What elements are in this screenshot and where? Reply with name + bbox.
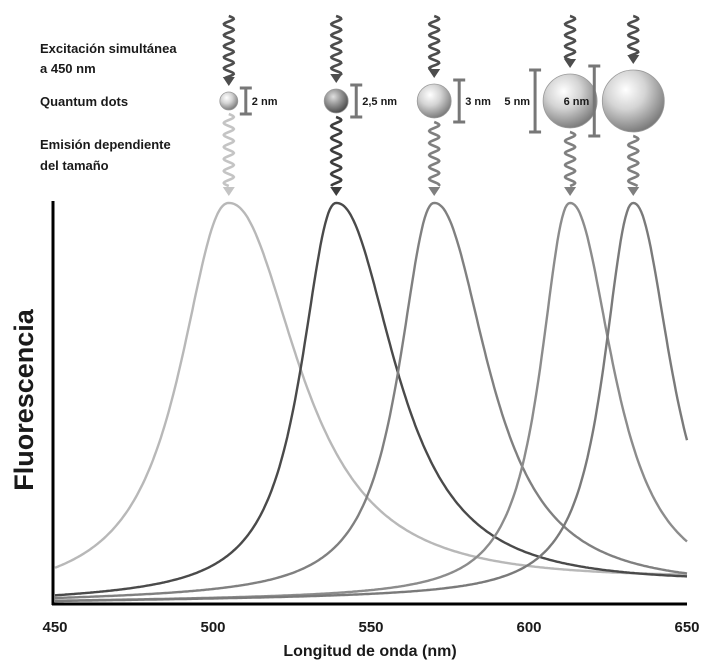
emission-curve-5	[55, 201, 689, 603]
dot-size-label: 2 nm	[252, 96, 278, 108]
emission-curves	[54, 201, 689, 603]
emission-label-line2: del tamaño	[40, 158, 109, 173]
y-axis-label: Fluorescencia	[9, 308, 39, 491]
dot-size-label: 5 nm	[504, 96, 530, 108]
x-tick-label: 500	[200, 619, 225, 636]
emission-curve-2	[54, 201, 688, 597]
quantum-dot-2: 2,5 nm	[323, 14, 397, 196]
emission-label-line1: Emisión dependiente	[40, 137, 171, 152]
x-tick-label: 650	[674, 619, 699, 636]
quantum-dots-illustration: 2 nm 2,5 nm 3 nm 5 nm 6 nm	[219, 14, 665, 196]
emission-curve-1	[54, 201, 687, 576]
quantum-dot-1: 2 nm	[219, 14, 278, 196]
x-tick-label: 450	[42, 619, 67, 636]
excitation-label-line2: a 450 nm	[40, 61, 96, 76]
emission-curve-3	[55, 201, 688, 600]
quantum-dot-4: 5 nm	[504, 14, 598, 196]
quantum-dot-3: 3 nm	[416, 14, 491, 196]
quantum-dot-5: 6 nm	[564, 14, 665, 196]
x-tick-label: 600	[516, 619, 541, 636]
dot-size-label: 6 nm	[564, 96, 590, 108]
excitation-label-line1: Excitación simultánea	[40, 41, 177, 56]
x-axis-label: Longitud de onda (nm)	[283, 643, 456, 660]
x-tick-label: 550	[358, 619, 383, 636]
dot-size-label: 3 nm	[465, 96, 491, 108]
dot-size-label: 2,5 nm	[362, 96, 397, 108]
quantum-dots-label: Quantum dots	[40, 94, 128, 109]
emission-curve-4	[55, 201, 688, 602]
x-tick-labels: 450 500 550 600 650	[42, 619, 699, 636]
